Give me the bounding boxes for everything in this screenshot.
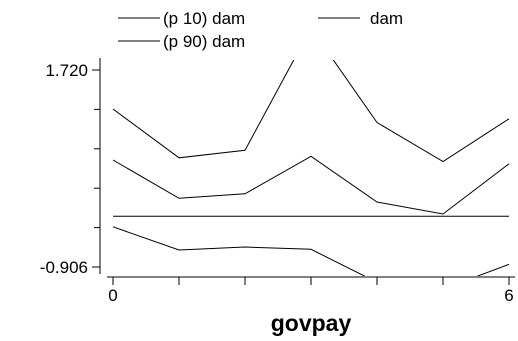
legend-label-0: (p 10) dam — [163, 9, 245, 28]
x-tick-label-0: 0 — [108, 286, 117, 305]
y-tick-label-0: 1.720 — [45, 61, 88, 80]
legend-label-2: (p 90) dam — [163, 32, 245, 51]
series-line-1 — [113, 156, 509, 214]
y-tick-label-1: -0.906 — [40, 258, 88, 277]
x-tick-label-1: 6 — [504, 286, 513, 305]
x-axis-title: govpay — [271, 310, 352, 336]
legend-label-1: dam — [370, 9, 403, 28]
